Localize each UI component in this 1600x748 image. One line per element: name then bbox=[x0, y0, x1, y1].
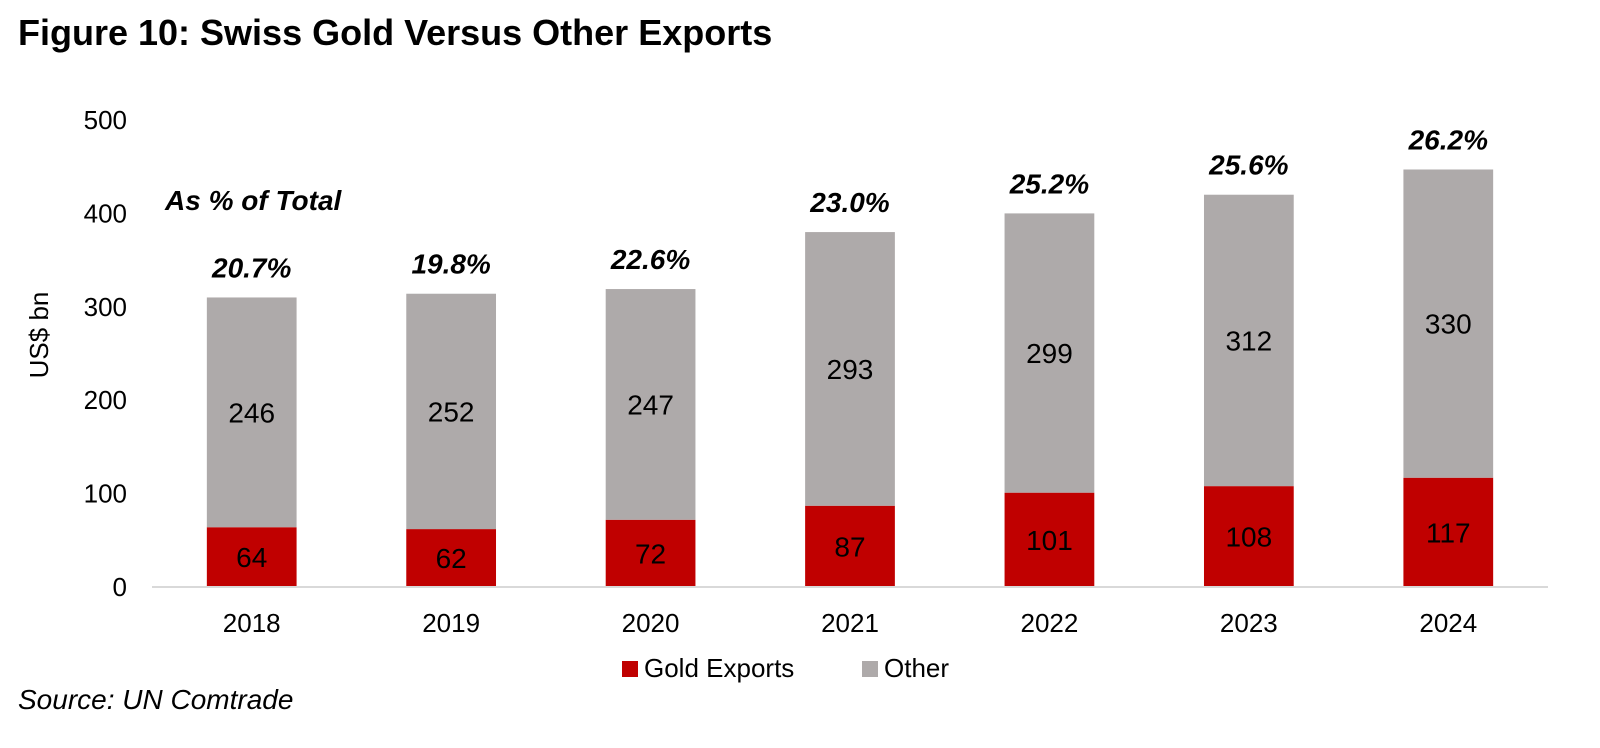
share-label: 22.6% bbox=[610, 244, 690, 275]
share-label: 25.2% bbox=[1009, 168, 1089, 199]
bar-other-2021 bbox=[805, 232, 895, 506]
y-tick-label: 500 bbox=[84, 105, 127, 135]
bar-other-2020 bbox=[605, 289, 696, 520]
share-annotation: As % of Total bbox=[164, 185, 343, 216]
x-tick-label: 2022 bbox=[1021, 608, 1079, 638]
x-tick-label: 2024 bbox=[1419, 608, 1477, 638]
bar-other-2018 bbox=[206, 297, 297, 528]
legend: Gold Exports Other bbox=[622, 653, 949, 683]
data-label-other: 299 bbox=[1026, 338, 1073, 369]
legend-swatch-other bbox=[862, 661, 878, 677]
legend-swatch-gold bbox=[622, 661, 638, 677]
y-tick-labels: 0 100 200 300 400 500 bbox=[84, 105, 127, 602]
data-label-other: 246 bbox=[228, 397, 275, 428]
x-tick-label: 2021 bbox=[821, 608, 879, 638]
y-tick-label: 200 bbox=[84, 385, 127, 415]
share-label: 23.0% bbox=[809, 187, 889, 218]
y-axis-label: US$ bn bbox=[24, 292, 54, 379]
data-label-gold: 117 bbox=[1426, 517, 1471, 548]
y-tick-label: 0 bbox=[113, 572, 127, 602]
bar-other-2022 bbox=[1004, 213, 1095, 493]
bar-gold-2018 bbox=[206, 527, 297, 587]
x-tick-label: 2023 bbox=[1220, 608, 1278, 638]
bar-gold-2020 bbox=[605, 519, 696, 587]
y-tick-label: 300 bbox=[84, 292, 127, 322]
legend-label-other: Other bbox=[884, 653, 949, 683]
share-label: 25.6% bbox=[1208, 150, 1288, 181]
data-label-other: 293 bbox=[827, 354, 874, 385]
share-label: 20.7% bbox=[211, 252, 291, 283]
source-note: Source: UN Comtrade bbox=[18, 684, 294, 715]
x-tick-labels: 2018 2019 2020 2021 2022 2023 2024 bbox=[223, 608, 1477, 638]
bar-other-2024 bbox=[1403, 169, 1494, 478]
data-label-other: 330 bbox=[1425, 309, 1472, 340]
bar-gold-2019 bbox=[406, 529, 497, 587]
chart-title: Figure 10: Swiss Gold Versus Other Expor… bbox=[18, 12, 773, 53]
bars-group: 64 246 20.7% 62 252 19.8% 72 247 22.6% 87 293 23.0%… bbox=[206, 125, 1494, 587]
data-label-other: 252 bbox=[428, 396, 475, 427]
x-tick-label: 2020 bbox=[622, 608, 680, 638]
data-label-gold: 108 bbox=[1225, 522, 1272, 553]
legend-label-gold: Gold Exports bbox=[644, 653, 794, 683]
y-tick-label: 100 bbox=[84, 479, 127, 509]
bar-gold-2024 bbox=[1403, 477, 1494, 587]
share-label: 26.2% bbox=[1408, 125, 1488, 156]
data-label-gold: 101 bbox=[1026, 525, 1073, 556]
bar-gold-2023 bbox=[1203, 486, 1294, 587]
bar-gold-2022 bbox=[1004, 492, 1095, 587]
data-label-other: 312 bbox=[1225, 325, 1272, 356]
x-tick-label: 2018 bbox=[223, 608, 281, 638]
bar-gold-2021 bbox=[805, 505, 895, 587]
data-label-gold: 72 bbox=[635, 538, 666, 569]
data-label-gold: 64 bbox=[236, 542, 267, 573]
bar-other-2019 bbox=[406, 293, 497, 530]
y-tick-label: 400 bbox=[84, 198, 127, 228]
data-label-gold: 87 bbox=[834, 531, 865, 562]
data-label-gold: 62 bbox=[436, 543, 467, 574]
data-label-other: 247 bbox=[627, 389, 674, 420]
bar-other-2023 bbox=[1203, 194, 1294, 487]
x-tick-label: 2019 bbox=[422, 608, 480, 638]
share-label: 19.8% bbox=[411, 249, 490, 280]
